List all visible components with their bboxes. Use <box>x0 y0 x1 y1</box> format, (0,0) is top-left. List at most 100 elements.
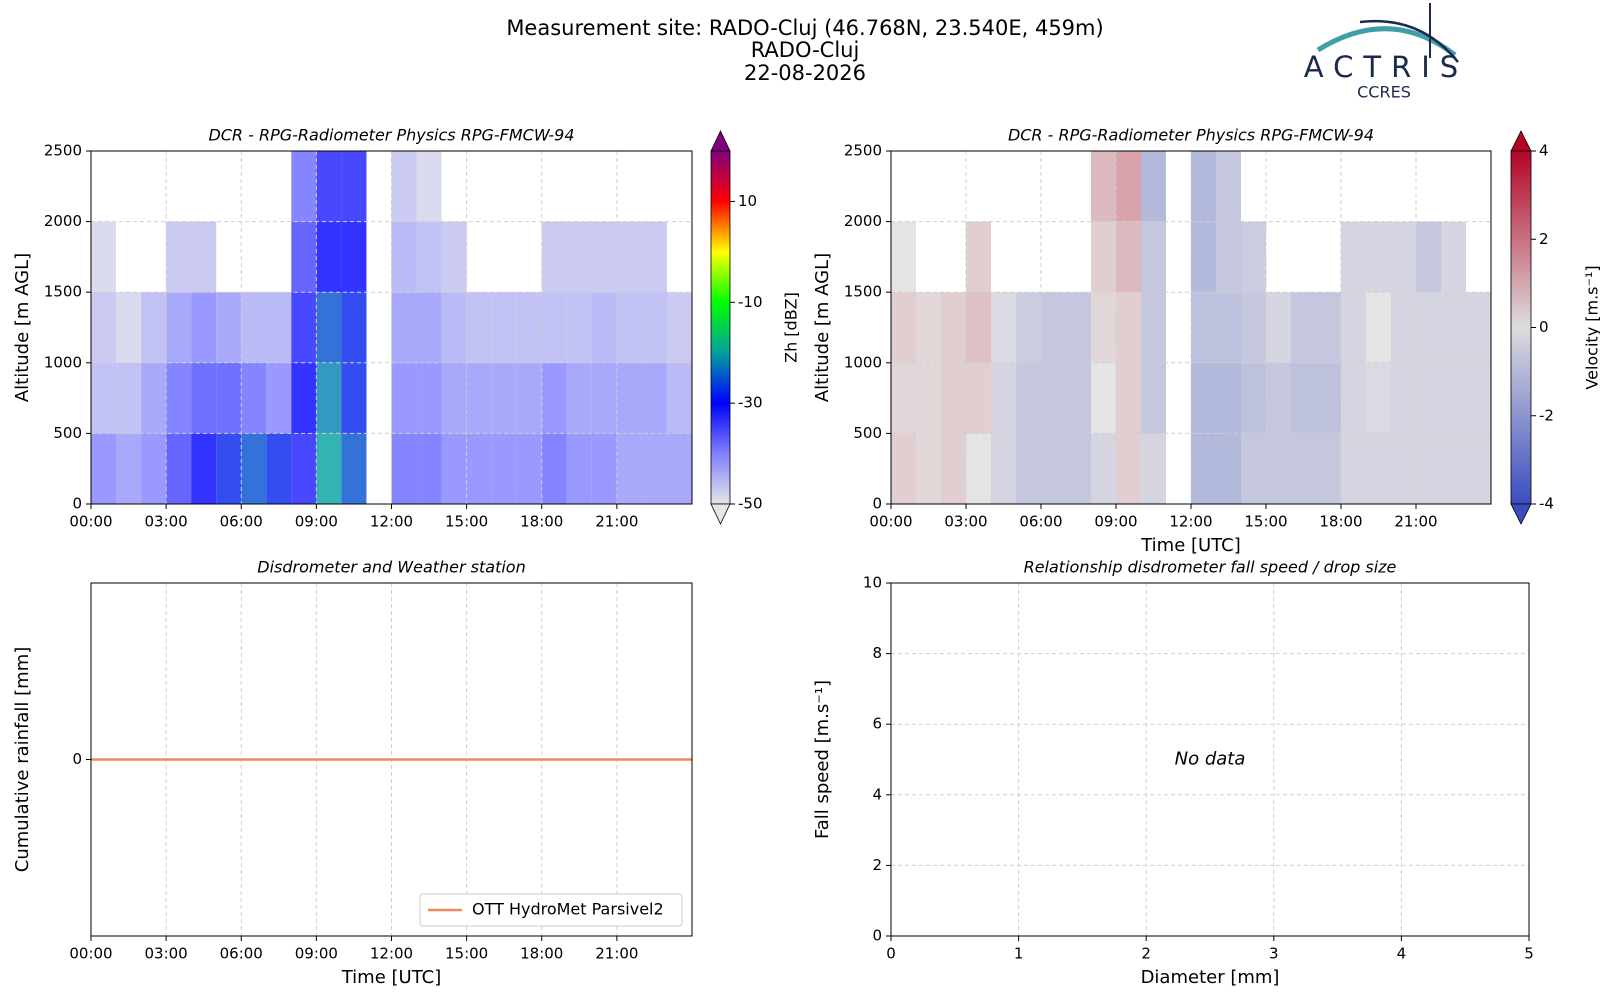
heat-cell <box>1391 292 1416 363</box>
y-tick-label: 500 <box>853 424 882 442</box>
heat-cell <box>1416 362 1441 434</box>
x-tick-label: 12:00 <box>370 513 413 531</box>
heat-cell <box>1091 292 1116 363</box>
plot-frame <box>90 582 693 937</box>
heat-cell <box>591 362 617 434</box>
colorbar-tick-label: -10 <box>738 293 763 311</box>
heat-cell <box>216 433 242 504</box>
plot-title: DCR - RPG-Radiometer Physics RPG-FMCW-94 <box>208 126 574 145</box>
heat-cell <box>1091 433 1116 504</box>
colorbar-tick-label: -50 <box>738 495 763 513</box>
heat-cell <box>191 433 217 504</box>
heat-cell <box>291 433 317 504</box>
heat-cell <box>91 221 117 293</box>
colorbar-label: Zh [dBZ] <box>782 292 801 363</box>
heat-cell <box>1116 433 1141 504</box>
heat-cell <box>391 362 417 434</box>
heat-cell <box>1141 362 1166 434</box>
legend-box <box>419 893 683 927</box>
heat-cell <box>616 292 642 363</box>
colorbar-tick-label: 0 <box>1539 318 1549 336</box>
heat-cell <box>1066 292 1091 363</box>
heat-cell <box>191 362 217 434</box>
heat-cell <box>516 433 542 504</box>
y-tick-label: 0 <box>72 495 82 513</box>
y-axis-label: Cumulative rainfall [mm] <box>12 647 33 873</box>
heat-cell <box>416 292 442 363</box>
y-tick-label: 0 <box>872 495 882 513</box>
x-tick-label: 06:00 <box>220 945 263 963</box>
heat-cell <box>891 221 916 293</box>
y-axis-label: Fall speed [m.s⁻¹] <box>812 680 833 839</box>
heat-cell <box>416 433 442 504</box>
heat-cell <box>1341 221 1366 293</box>
heat-cell <box>1016 362 1041 434</box>
heat-cell <box>616 362 642 434</box>
y-axis-label: Altitude [m AGL] <box>12 253 33 402</box>
heat-cell <box>1341 433 1366 504</box>
heat-cell <box>1416 221 1441 293</box>
y-tick-label: 10 <box>863 574 882 592</box>
heat-cell <box>1466 362 1491 434</box>
heat-cell <box>1366 221 1391 293</box>
heat-cell <box>441 433 467 504</box>
y-tick-label: 500 <box>53 424 82 442</box>
heat-cell <box>291 221 317 293</box>
y-tick-label: 2000 <box>844 212 882 230</box>
heat-cell <box>591 433 617 504</box>
date: 22-08-2026 <box>744 61 866 85</box>
heat-cell <box>1391 221 1416 293</box>
x-tick-label: 00:00 <box>69 945 112 963</box>
plot-frame <box>890 150 1492 505</box>
heat-cell <box>991 362 1016 434</box>
heat-cell <box>641 362 667 434</box>
x-tick-label: 03:00 <box>145 513 188 531</box>
heat-cell <box>491 362 517 434</box>
legend-label: OTT HydroMet Parsivel2 <box>472 900 664 919</box>
heat-cell <box>1241 292 1266 363</box>
plot-title: DCR - RPG-Radiometer Physics RPG-FMCW-94 <box>1008 126 1374 145</box>
heat-cell <box>941 292 966 363</box>
x-tick-label: 18:00 <box>1319 513 1362 531</box>
heat-cell <box>941 362 966 434</box>
heat-cell <box>166 433 192 504</box>
heat-cell <box>616 221 642 293</box>
heat-cell <box>91 362 117 434</box>
heat-cell <box>1341 362 1366 434</box>
colorbar-tick-label: 4 <box>1539 142 1549 160</box>
heat-cell <box>341 292 367 363</box>
heat-cell <box>416 221 442 293</box>
heat-cell <box>341 151 367 222</box>
site-title: Measurement site: RADO-Cluj (46.768N, 23… <box>506 16 1103 40</box>
heat-cell <box>316 292 342 363</box>
y-tick-label: 2000 <box>44 212 82 230</box>
heat-cell <box>1241 433 1266 504</box>
heat-cell <box>891 292 916 363</box>
heat-cell <box>966 362 991 434</box>
heat-cell <box>441 221 467 293</box>
heat-cell <box>1191 292 1216 363</box>
colorbar-tick-label: 2 <box>1539 230 1549 248</box>
x-tick-label: 15:00 <box>445 945 488 963</box>
heat-cell <box>666 433 692 504</box>
heat-cell <box>1266 292 1291 363</box>
heat-cell <box>1116 362 1141 434</box>
heat-cell <box>1216 292 1241 363</box>
x-tick-label: 00:00 <box>869 513 912 531</box>
heat-cell <box>491 433 517 504</box>
heat-cell <box>1041 362 1066 434</box>
heat-cell <box>1041 433 1066 504</box>
heat-cell <box>1091 151 1116 222</box>
x-tick-label: 4 <box>1397 945 1407 963</box>
heat-cell <box>91 433 117 504</box>
heat-cell <box>991 292 1016 363</box>
heat-cell <box>166 362 192 434</box>
heat-cell <box>641 433 667 504</box>
heat-cell <box>1416 292 1441 363</box>
heat-cell <box>1316 292 1341 363</box>
heat-cell <box>1441 362 1466 434</box>
heat-cell <box>316 433 342 504</box>
heat-cell <box>1141 433 1166 504</box>
heat-cell <box>1266 433 1291 504</box>
